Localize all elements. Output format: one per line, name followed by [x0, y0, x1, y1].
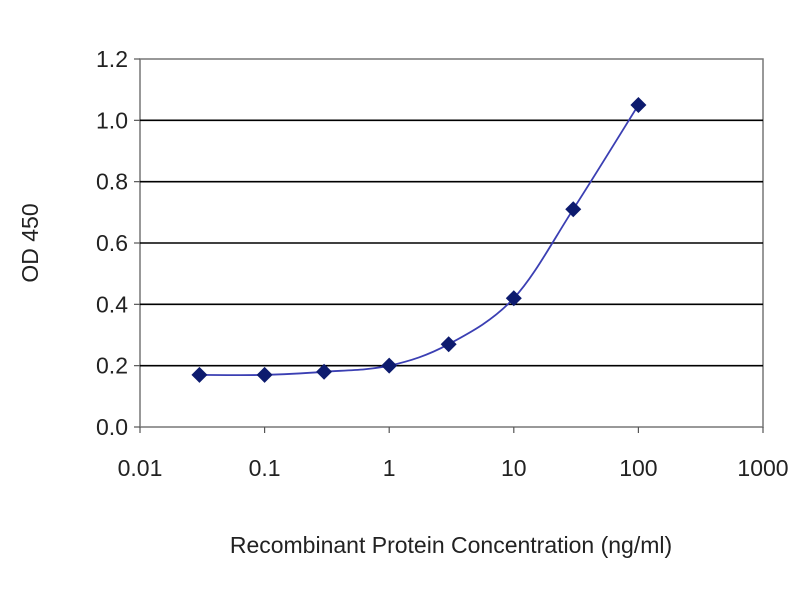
y-tick-label: 1.0 [96, 107, 128, 133]
y-tick-label: 1.2 [96, 46, 128, 72]
data-point [316, 363, 333, 380]
data-point [191, 366, 208, 383]
grid-lines [140, 119, 763, 367]
y-tick-label: 0.0 [96, 414, 128, 440]
y-tick-label: 0.8 [96, 169, 128, 195]
x-tick-label: 10 [501, 455, 527, 481]
x-tick-label: 100 [619, 455, 657, 481]
x-axis-ticks: 0.01 0.1 1 10 100 1000 [118, 427, 789, 481]
y-tick-label: 0.2 [96, 353, 128, 379]
x-axis-title: Recombinant Protein Concentration (ng/ml… [230, 532, 672, 558]
x-tick-label: 1 [383, 455, 396, 481]
x-tick-label: 0.01 [118, 455, 163, 481]
y-axis-title: OD 450 [17, 203, 43, 282]
data-point [505, 290, 522, 307]
x-tick-label: 0.1 [249, 455, 281, 481]
y-tick-label: 0.4 [96, 291, 128, 317]
data-point [440, 336, 457, 353]
data-point [381, 357, 398, 374]
x-tick-label: 1000 [737, 455, 788, 481]
data-point [565, 201, 582, 218]
data-point [630, 97, 647, 113]
y-tick-label: 0.6 [96, 230, 128, 256]
data-points [191, 97, 647, 383]
data-point [256, 366, 273, 383]
y-axis-ticks: 0.0 0.2 0.4 0.6 0.8 1.0 1.2 [96, 46, 140, 440]
